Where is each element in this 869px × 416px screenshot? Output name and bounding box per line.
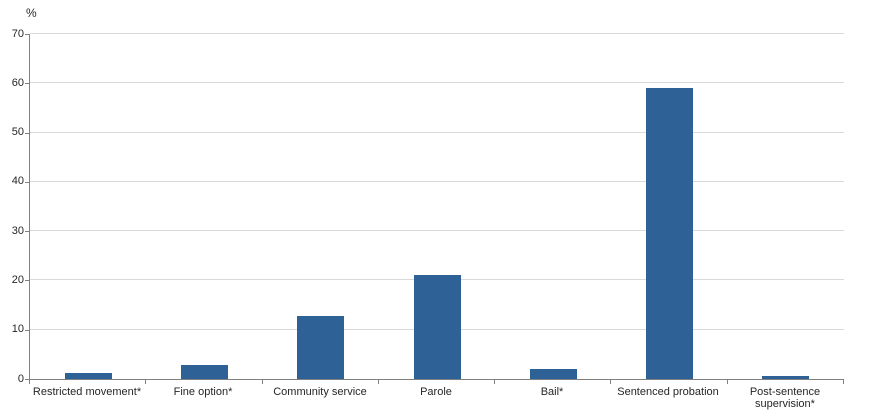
gridline-40: [30, 181, 844, 182]
x-tick-4: [494, 380, 495, 384]
bar-6: [762, 376, 809, 379]
bar-1: [181, 365, 228, 379]
bar-5: [646, 88, 693, 379]
x-tick-5: [610, 380, 611, 384]
x-axis-label-5: Sentenced probation: [617, 386, 719, 398]
y-tick-60: [25, 83, 29, 84]
y-tick-label-70: 70: [11, 28, 24, 40]
x-tick-0: [29, 380, 30, 384]
x-axis-label-0: Restricted movement*: [32, 386, 142, 398]
x-axis-label-2: Community service: [273, 386, 367, 398]
bar-4: [530, 369, 577, 379]
gridline-30: [30, 230, 844, 231]
y-tick-label-40: 40: [11, 175, 24, 187]
y-tick-label-0: 0: [17, 373, 24, 385]
gridline-60: [30, 82, 844, 83]
x-tick-1: [145, 380, 146, 384]
y-axis-unit-label: %: [26, 6, 37, 20]
y-tick-70: [25, 34, 29, 35]
x-tick-6: [727, 380, 728, 384]
y-tick-50: [25, 133, 29, 134]
x-tick-7: [843, 380, 844, 384]
x-axis-label-1: Fine option*: [173, 386, 233, 398]
y-tick-20: [25, 280, 29, 281]
bar-3: [414, 275, 461, 379]
plot-area: [29, 33, 844, 380]
y-tick-label-10: 10: [11, 323, 24, 335]
x-axis-label-6: Post-sentence supervision*: [749, 386, 821, 410]
x-axis-label-3: Parole: [420, 386, 452, 398]
y-tick-label-60: 60: [11, 77, 24, 89]
y-tick-label-20: 20: [11, 274, 24, 286]
y-tick-10: [25, 330, 29, 331]
y-tick-0: [25, 379, 29, 380]
gridline-50: [30, 132, 844, 133]
y-tick-30: [25, 231, 29, 232]
x-tick-3: [378, 380, 379, 384]
y-tick-label-30: 30: [11, 225, 24, 237]
x-tick-2: [262, 380, 263, 384]
bar-0: [65, 373, 112, 379]
y-tick-label-50: 50: [11, 126, 24, 138]
y-tick-40: [25, 182, 29, 183]
x-axis-label-4: Bail*: [540, 386, 564, 398]
gridline-70: [30, 33, 844, 34]
bar-2: [297, 316, 344, 379]
